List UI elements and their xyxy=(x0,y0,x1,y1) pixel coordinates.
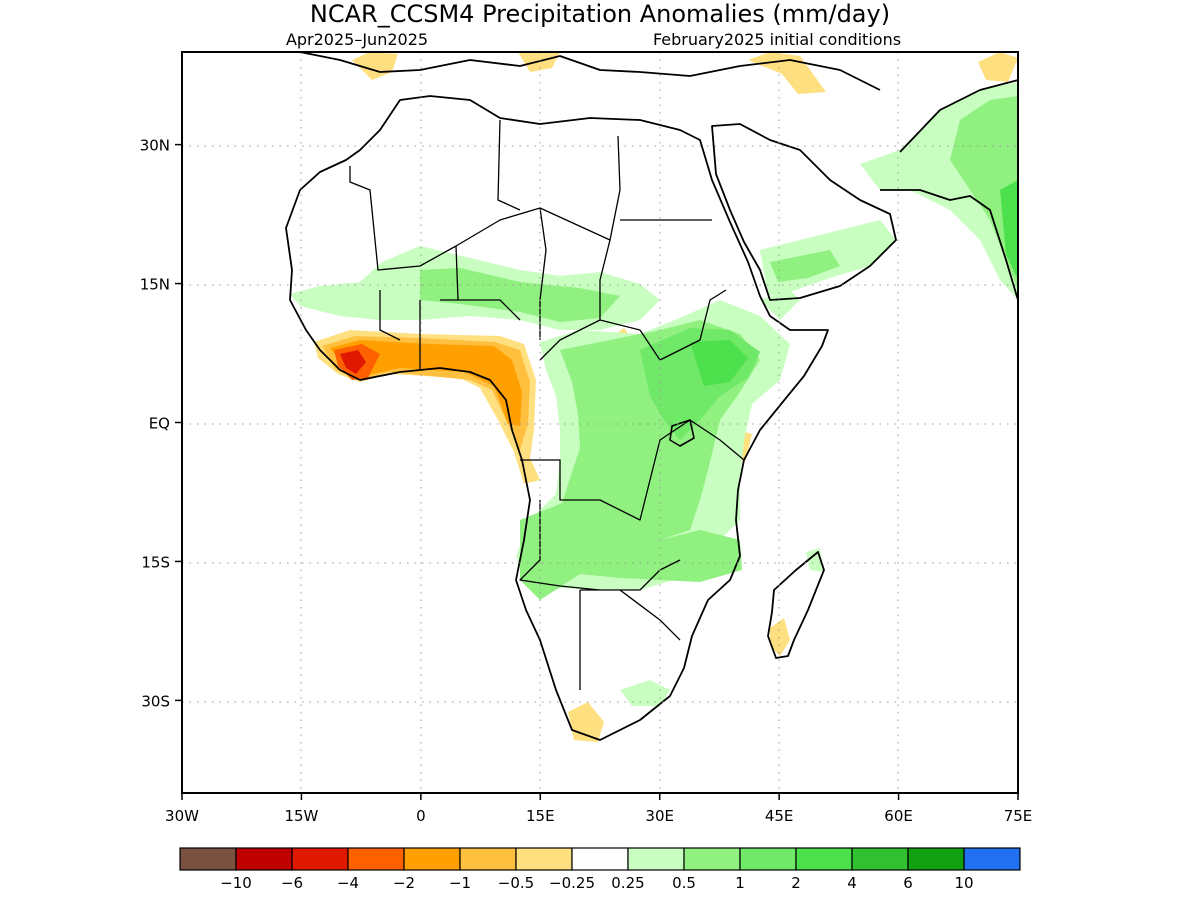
wet-anomaly-ethiopia-core xyxy=(690,340,748,386)
colorbar-swatch xyxy=(683,847,741,871)
colorbar-swatch xyxy=(571,847,629,871)
wet-anomaly-arabia-core xyxy=(770,250,840,282)
colorbar-label: 0.5 xyxy=(672,874,696,892)
colorbar: −10 −6 −4 −2 −1 −0.5 −0.25 0.25 0.5 1 2 4 6 10 xyxy=(179,847,1021,892)
dry-anomaly-iran xyxy=(978,52,1018,82)
colorbar-label: −10 xyxy=(220,874,252,892)
dry-anomaly-guinea-coast xyxy=(330,340,522,426)
colorbar-label: −0.5 xyxy=(498,874,534,892)
wet-anomaly-angola-zambia xyxy=(520,500,742,600)
wet-anomaly-sahel-core xyxy=(420,268,620,322)
x-tick-label: 60E xyxy=(884,807,913,825)
dry-anomaly-madagascar xyxy=(770,618,790,656)
chart-subtitle-initial-conditions: February2025 initial conditions xyxy=(653,30,901,49)
colorbar-label: −4 xyxy=(337,874,359,892)
chart-title: NCAR_CCSM4 Precipitation Anomalies (mm/d… xyxy=(310,0,890,28)
colorbar-swatch xyxy=(179,847,237,871)
colorbar-swatch xyxy=(403,847,461,871)
colorbar-label: 4 xyxy=(847,874,857,892)
arabia-coastline xyxy=(711,123,897,301)
x-tick-label: 45E xyxy=(765,807,794,825)
x-tick-label: 75E xyxy=(1004,807,1033,825)
y-tick-label: 15N xyxy=(140,276,170,294)
colorbar-swatch xyxy=(235,847,293,871)
colorbar-label: −1 xyxy=(449,874,471,892)
colorbar-label: 10 xyxy=(954,874,973,892)
y-tick-label: EQ xyxy=(149,415,170,433)
africa-coastline xyxy=(285,95,829,741)
colorbar-swatch xyxy=(459,847,517,871)
coastlines-and-borders xyxy=(285,52,1018,741)
colorbar-swatch xyxy=(347,847,405,871)
x-tick-label: 0 xyxy=(416,807,426,825)
x-tick-label: 15W xyxy=(284,807,318,825)
colorbar-label: 2 xyxy=(791,874,801,892)
colorbar-label: 1 xyxy=(735,874,745,892)
dry-anomaly-sierra-leone xyxy=(340,350,366,374)
colorbar-label: −0.25 xyxy=(549,874,595,892)
x-tick-label: 30E xyxy=(645,807,674,825)
wet-anomaly-india-core xyxy=(1000,180,1018,280)
colorbar-label: 0.25 xyxy=(611,874,644,892)
iran-india-coastline xyxy=(880,79,1018,301)
lake-victoria xyxy=(669,419,695,447)
dry-anomaly-mediterranean xyxy=(352,52,398,80)
colorbar-swatch xyxy=(515,847,573,871)
x-tick-label: 30W xyxy=(165,807,199,825)
colorbar-swatch xyxy=(627,847,685,871)
colorbar-swatch xyxy=(739,847,797,871)
x-tick-label: 15E xyxy=(526,807,555,825)
madagascar-coastline xyxy=(767,551,825,659)
colorbar-swatch xyxy=(963,847,1021,871)
colorbar-label: −6 xyxy=(281,874,303,892)
y-tick-label: 30N xyxy=(140,137,170,155)
y-axis: 30N 15N EQ 15S 30S xyxy=(140,137,182,710)
y-tick-label: 30S xyxy=(141,692,170,710)
wet-anomaly-southern-africa xyxy=(620,680,670,706)
colorbar-swatch xyxy=(795,847,853,871)
x-axis: 30W 15W 0 15E 30E 45E 60E 75E xyxy=(165,793,1032,825)
chart-subtitle-period: Apr2025–Jun2025 xyxy=(286,30,428,49)
colorbar-label: 6 xyxy=(903,874,913,892)
country-borders xyxy=(349,119,745,690)
colorbar-swatch xyxy=(851,847,909,871)
y-tick-label: 15S xyxy=(141,553,170,571)
colorbar-swatch xyxy=(291,847,349,871)
europe-coastline xyxy=(299,52,881,91)
colorbar-swatch xyxy=(907,847,965,871)
colorbar-label: −2 xyxy=(393,874,415,892)
